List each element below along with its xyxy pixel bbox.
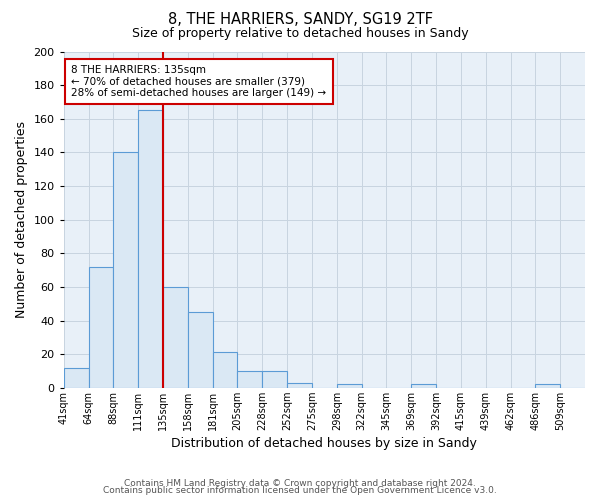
Bar — [262, 371, 287, 388]
X-axis label: Distribution of detached houses by size in Sandy: Distribution of detached houses by size … — [172, 437, 477, 450]
Bar — [535, 384, 560, 388]
Bar — [212, 352, 238, 388]
Bar — [411, 384, 436, 388]
Bar — [163, 287, 188, 388]
Bar — [138, 110, 163, 388]
Text: Contains public sector information licensed under the Open Government Licence v3: Contains public sector information licen… — [103, 486, 497, 495]
Bar — [64, 368, 89, 388]
Y-axis label: Number of detached properties: Number of detached properties — [15, 121, 28, 318]
Bar — [89, 266, 113, 388]
Text: Size of property relative to detached houses in Sandy: Size of property relative to detached ho… — [131, 28, 469, 40]
Text: 8, THE HARRIERS, SANDY, SG19 2TF: 8, THE HARRIERS, SANDY, SG19 2TF — [167, 12, 433, 28]
Bar — [113, 152, 138, 388]
Bar — [337, 384, 362, 388]
Text: 8 THE HARRIERS: 135sqm
← 70% of detached houses are smaller (379)
28% of semi-de: 8 THE HARRIERS: 135sqm ← 70% of detached… — [71, 65, 326, 98]
Bar — [238, 371, 262, 388]
Text: Contains HM Land Registry data © Crown copyright and database right 2024.: Contains HM Land Registry data © Crown c… — [124, 478, 476, 488]
Bar — [188, 312, 212, 388]
Bar — [287, 382, 312, 388]
